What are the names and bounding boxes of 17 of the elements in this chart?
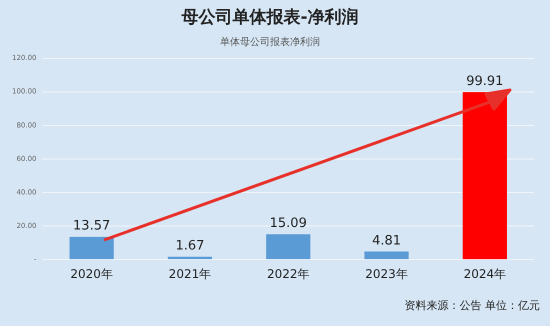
bar	[266, 234, 310, 260]
data-label: 1.67	[175, 238, 204, 254]
data-label: 99.91	[466, 74, 504, 89]
data-label: 15.09	[270, 216, 307, 232]
text: 资料来源：公告 单位：亿元	[404, 298, 540, 312]
chart-title: 母公司单体报表-净利润	[180, 8, 359, 28]
x-tick-label: 2022年	[266, 266, 310, 281]
x-tick-label: 2023年	[365, 266, 408, 281]
chart-subtitle: 单体母公司报表净利润	[220, 36, 320, 48]
data-label: 4.81	[372, 233, 402, 248]
x-tick-label: 2021年	[168, 266, 212, 281]
bar	[70, 236, 114, 260]
bar	[462, 92, 507, 260]
bar	[364, 252, 409, 260]
data-label: 13.57	[73, 218, 110, 234]
x-tick-label: 2024年	[464, 266, 506, 281]
x-tick-label: 2020年	[70, 266, 113, 281]
